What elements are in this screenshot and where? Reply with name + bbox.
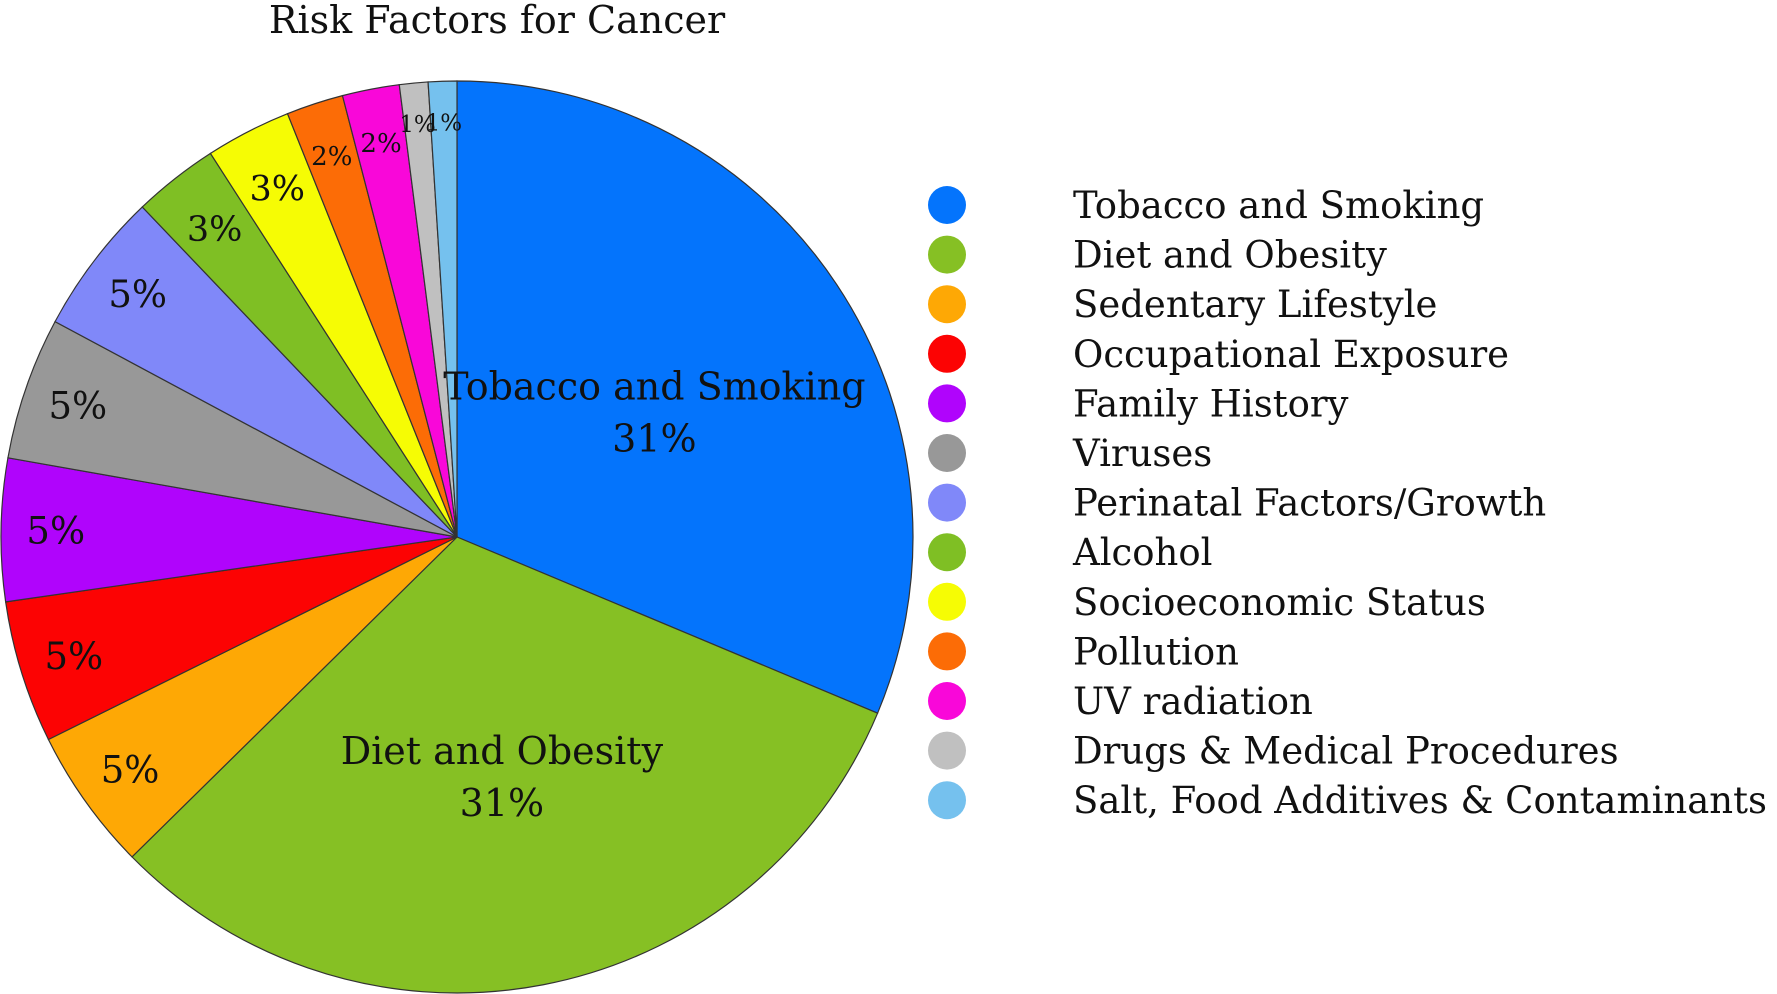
slice-percent-label: 5% bbox=[108, 273, 167, 316]
legend-label: Perinatal Factors/Growth bbox=[1073, 482, 1546, 525]
slice-percent-label: 5% bbox=[26, 510, 85, 553]
legend-swatch bbox=[928, 483, 966, 522]
legend-swatch bbox=[928, 582, 966, 621]
legend-label: Family History bbox=[1073, 382, 1349, 425]
slice-percent-label: 1% bbox=[399, 112, 436, 138]
slice-family-history bbox=[0, 457, 458, 603]
slice-percent-label: 5% bbox=[101, 749, 160, 792]
legend-label: Viruses bbox=[1072, 432, 1212, 475]
legend-swatch bbox=[928, 781, 966, 820]
legend-label: Alcohol bbox=[1072, 531, 1213, 574]
legend-label: Socioeconomic Status bbox=[1073, 581, 1486, 624]
legend-label: UV radiation bbox=[1073, 680, 1313, 723]
slice-percent-label: 5% bbox=[48, 385, 107, 428]
slice-name-label: Diet and Obesity bbox=[341, 729, 664, 773]
slice-diet-and-obesity bbox=[131, 536, 879, 994]
legend-swatch bbox=[928, 334, 966, 373]
legend: Tobacco and Smoking Diet and Obesity Seden… bbox=[928, 184, 1767, 822]
legend-label: Occupational Exposure bbox=[1073, 333, 1509, 376]
slice-percent-label: 3% bbox=[250, 170, 306, 210]
legend-swatch bbox=[928, 682, 966, 720]
slice-salt-food-additives-contaminants bbox=[427, 80, 458, 538]
slice-percent-label: 3% bbox=[187, 210, 243, 250]
slice-perinatal-factors-growth bbox=[54, 206, 458, 538]
legend-label: Pollution bbox=[1073, 630, 1239, 673]
slice-percent-label: 2% bbox=[311, 142, 352, 172]
slice-sedentary-lifestyle bbox=[47, 536, 458, 858]
slice-percent-label: 31% bbox=[460, 781, 544, 825]
legend-label: Tobacco and Smoking bbox=[1073, 184, 1484, 227]
slice-labels: Tobacco and Smoking 31% Diet and Obesity 31… bbox=[26, 110, 865, 825]
chart-title: Risk Factors for Cancer bbox=[269, 0, 726, 42]
slice-name-label: Tobacco and Smoking bbox=[443, 365, 865, 409]
legend-swatch bbox=[928, 285, 966, 324]
legend-swatch bbox=[928, 632, 966, 671]
legend-swatch bbox=[928, 186, 966, 224]
slice-percent-label: 1% bbox=[426, 110, 463, 136]
slice-occupational-exposure bbox=[4, 536, 458, 741]
legend-label: Sedentary Lifestyle bbox=[1073, 283, 1437, 326]
legend-label: Drugs & Medical Procedures bbox=[1073, 730, 1619, 773]
slice-percent-label: 5% bbox=[44, 635, 103, 678]
slice-tobacco-and-smoking bbox=[456, 80, 914, 714]
legend-label: Diet and Obesity bbox=[1073, 234, 1387, 277]
legend-swatch bbox=[928, 533, 966, 572]
slice-percent-label: 31% bbox=[612, 417, 696, 461]
legend-swatch bbox=[928, 434, 966, 472]
legend-label: Salt, Food Additives & Contaminants bbox=[1073, 779, 1767, 822]
slice-viruses bbox=[7, 320, 458, 538]
pie-slices bbox=[0, 80, 914, 994]
legend-swatch bbox=[928, 731, 966, 770]
legend-swatch bbox=[928, 235, 966, 274]
slice-percent-label: 2% bbox=[360, 129, 401, 159]
legend-swatch bbox=[928, 384, 966, 423]
